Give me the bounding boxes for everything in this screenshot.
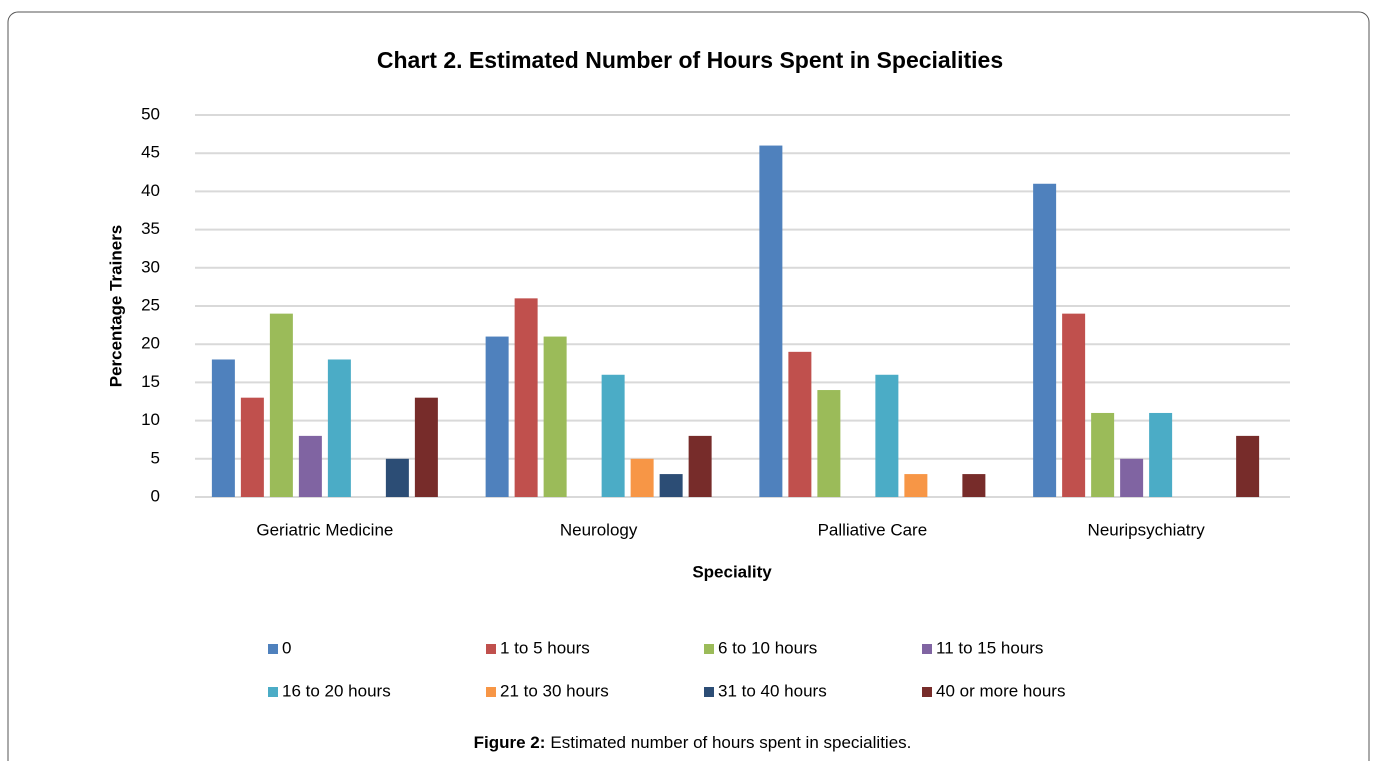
bar bbox=[298, 435, 322, 497]
y-axis-label: Percentage Trainers bbox=[106, 225, 125, 388]
legend-swatch bbox=[268, 687, 278, 697]
bar bbox=[240, 397, 264, 497]
bar bbox=[962, 474, 986, 497]
bar bbox=[659, 474, 683, 497]
y-tick-label: 0 bbox=[151, 486, 160, 505]
bar bbox=[875, 374, 899, 497]
bar bbox=[1120, 458, 1144, 497]
figure-caption: Figure 2: Estimated number of hours spent… bbox=[474, 733, 912, 752]
legend-swatch bbox=[704, 644, 714, 654]
legend-swatch bbox=[486, 644, 496, 654]
legend-label: 16 to 20 hours bbox=[282, 681, 391, 700]
x-tick-label: Neurology bbox=[560, 520, 638, 539]
y-tick-label: 40 bbox=[141, 181, 160, 200]
y-tick-label: 15 bbox=[141, 372, 160, 391]
bar bbox=[817, 390, 841, 497]
x-tick-label: Geriatric Medicine bbox=[256, 520, 393, 539]
bar bbox=[327, 359, 351, 497]
bar bbox=[601, 374, 625, 497]
y-tick-label: 10 bbox=[141, 410, 160, 429]
x-tick-label: Palliative Care bbox=[818, 520, 928, 539]
bar bbox=[759, 145, 783, 497]
bar bbox=[1033, 183, 1057, 497]
legend-label: 40 or more hours bbox=[936, 681, 1065, 700]
frame bbox=[7, 11, 1370, 761]
bar bbox=[414, 397, 438, 497]
y-tick-label: 20 bbox=[141, 334, 160, 353]
y-tick-label: 50 bbox=[141, 104, 160, 123]
legend-swatch bbox=[922, 644, 932, 654]
bar bbox=[269, 313, 293, 497]
bar bbox=[688, 435, 712, 497]
bar bbox=[1062, 313, 1086, 497]
bar bbox=[514, 298, 538, 497]
y-tick-label: 30 bbox=[141, 257, 160, 276]
y-tick-label: 25 bbox=[141, 295, 160, 314]
y-tick-label: 45 bbox=[141, 143, 160, 162]
y-tick-label: 35 bbox=[141, 219, 160, 238]
bar bbox=[904, 474, 928, 497]
bar bbox=[485, 336, 509, 497]
bar bbox=[1149, 412, 1173, 497]
bar bbox=[788, 351, 812, 497]
bar bbox=[1091, 412, 1115, 497]
legend-label: 6 to 10 hours bbox=[718, 638, 817, 657]
bar bbox=[543, 336, 567, 497]
legend-swatch bbox=[268, 644, 278, 654]
legend-label: 11 to 15 hours bbox=[936, 638, 1043, 657]
y-tick-label: 5 bbox=[151, 448, 160, 467]
x-axis-label: Speciality bbox=[692, 562, 772, 581]
legend-swatch bbox=[704, 687, 714, 697]
legend-swatch bbox=[922, 687, 932, 697]
bar bbox=[1236, 435, 1260, 497]
caption-text: Estimated number of hours spent in speci… bbox=[550, 733, 911, 752]
bar bbox=[385, 458, 409, 497]
legend-label: 31 to 40 hours bbox=[718, 681, 827, 700]
legend-swatch bbox=[486, 687, 496, 697]
bar bbox=[630, 458, 654, 497]
bar bbox=[211, 359, 235, 497]
legend-label: 21 to 30 hours bbox=[500, 681, 609, 700]
legend-label: 1 to 5 hours bbox=[500, 638, 590, 657]
legend-label: 0 bbox=[282, 638, 291, 657]
x-tick-label: Neuripsychiatry bbox=[1088, 520, 1206, 539]
caption-label: Figure 2: bbox=[474, 733, 546, 752]
chart-title: Chart 2. Estimated Number of Hours Spent… bbox=[377, 47, 1003, 73]
